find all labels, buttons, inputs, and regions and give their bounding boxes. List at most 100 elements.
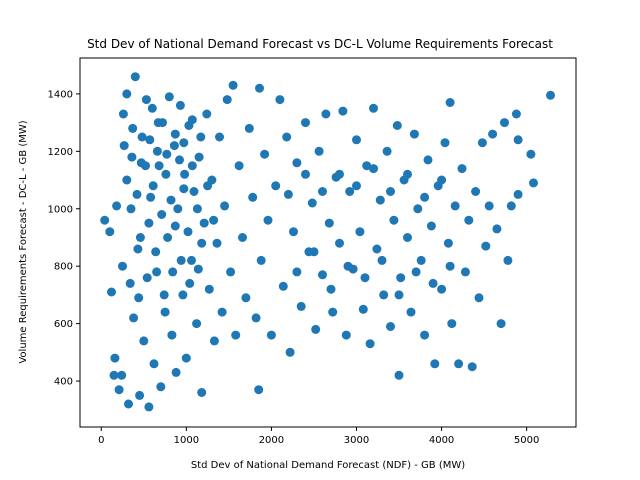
data-point bbox=[386, 187, 395, 196]
chart-title: Std Dev of National Demand Forecast vs D… bbox=[87, 37, 553, 51]
data-point bbox=[309, 247, 319, 257]
data-point bbox=[136, 158, 146, 168]
data-point bbox=[338, 106, 348, 116]
data-point bbox=[251, 313, 261, 323]
data-point bbox=[416, 255, 426, 265]
data-point bbox=[496, 319, 506, 329]
data-point bbox=[386, 322, 395, 331]
data-point bbox=[285, 347, 295, 357]
data-point bbox=[193, 264, 203, 274]
data-point bbox=[513, 135, 523, 145]
data-point bbox=[420, 330, 430, 340]
data-point bbox=[107, 287, 116, 297]
data-point bbox=[117, 370, 127, 380]
data-point bbox=[413, 204, 423, 214]
data-point bbox=[142, 273, 152, 283]
data-point bbox=[153, 118, 163, 128]
data-point bbox=[185, 278, 195, 288]
data-point bbox=[189, 187, 199, 196]
data-point bbox=[170, 221, 180, 231]
data-point bbox=[260, 149, 270, 159]
data-point bbox=[394, 290, 404, 300]
data-point bbox=[139, 336, 149, 346]
data-point bbox=[187, 255, 196, 265]
data-point bbox=[467, 362, 477, 372]
data-point bbox=[471, 187, 481, 196]
data-point bbox=[396, 273, 406, 283]
y-tick-label: 800 bbox=[54, 262, 73, 273]
data-point bbox=[162, 149, 172, 159]
data-point bbox=[144, 218, 154, 228]
y-axis-label: Volume Requirements Forecast - DC-L - GB… bbox=[18, 120, 29, 363]
data-point bbox=[324, 218, 334, 228]
x-tick-label: 5000 bbox=[514, 435, 539, 446]
data-point bbox=[289, 227, 298, 237]
data-point bbox=[454, 359, 464, 369]
data-point bbox=[167, 330, 177, 340]
data-point bbox=[241, 293, 251, 303]
data-point bbox=[423, 155, 433, 165]
data-point bbox=[546, 90, 555, 100]
data-point bbox=[255, 83, 264, 93]
data-point bbox=[341, 330, 351, 340]
data-point bbox=[175, 100, 185, 110]
data-point bbox=[492, 224, 502, 234]
data-point bbox=[105, 227, 115, 237]
data-point bbox=[128, 123, 138, 133]
data-point bbox=[420, 192, 430, 202]
data-point bbox=[428, 278, 438, 288]
x-tick-label: 2000 bbox=[259, 435, 284, 446]
x-axis-ticks: 0 1000 2000 3000 4000 5000 bbox=[98, 427, 539, 446]
y-tick-label: 600 bbox=[54, 319, 73, 330]
data-point bbox=[152, 267, 162, 277]
data-point bbox=[234, 161, 244, 171]
data-point bbox=[358, 304, 368, 314]
data-point bbox=[144, 402, 154, 412]
data-point bbox=[122, 175, 132, 185]
x-tick-label: 0 bbox=[98, 435, 104, 446]
data-point bbox=[445, 261, 455, 271]
data-point bbox=[231, 330, 241, 340]
data-point bbox=[506, 201, 516, 211]
data-point bbox=[238, 233, 247, 242]
data-point bbox=[382, 146, 392, 156]
y-tick-label: 1400 bbox=[48, 89, 73, 100]
data-point bbox=[159, 290, 169, 300]
data-point bbox=[443, 238, 453, 248]
data-point bbox=[215, 132, 224, 142]
data-point bbox=[343, 261, 353, 271]
data-point bbox=[318, 270, 327, 280]
data-point bbox=[112, 201, 122, 211]
data-point bbox=[173, 204, 183, 214]
data-point bbox=[430, 359, 440, 369]
data-point bbox=[447, 319, 457, 329]
data-point bbox=[157, 210, 167, 219]
data-point bbox=[192, 204, 202, 214]
data-point bbox=[141, 95, 151, 105]
data-point bbox=[202, 109, 212, 119]
data-point bbox=[529, 178, 538, 188]
data-point bbox=[513, 189, 523, 199]
y-axis-ticks: 400 600 800 1000 1200 1400 bbox=[48, 89, 80, 388]
data-point bbox=[484, 201, 494, 211]
data-point bbox=[411, 267, 421, 277]
data-point bbox=[147, 103, 157, 113]
data-point bbox=[292, 158, 302, 168]
data-point bbox=[181, 353, 191, 363]
data-point bbox=[228, 80, 238, 90]
y-tick-label: 400 bbox=[54, 377, 73, 388]
data-point bbox=[132, 189, 142, 199]
data-point bbox=[148, 181, 158, 191]
data-point bbox=[275, 95, 285, 105]
data-point bbox=[389, 215, 399, 225]
data-point bbox=[197, 238, 207, 248]
data-point bbox=[183, 227, 193, 237]
data-point bbox=[129, 313, 139, 323]
data-point bbox=[160, 307, 170, 317]
data-point bbox=[146, 192, 156, 202]
data-point bbox=[168, 267, 178, 277]
data-point bbox=[355, 227, 365, 237]
data-point bbox=[369, 103, 378, 113]
data-point bbox=[152, 146, 162, 156]
